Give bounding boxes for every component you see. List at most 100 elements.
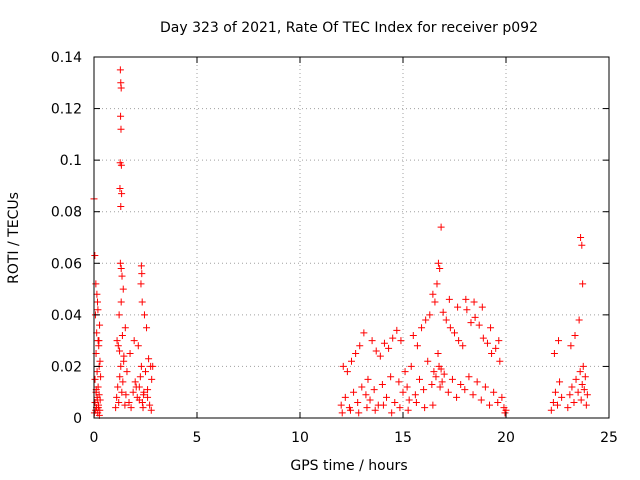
data-point: [118, 190, 126, 198]
data-point: [403, 383, 411, 391]
data-point: [95, 337, 103, 345]
data-point: [94, 298, 102, 306]
data-point: [126, 350, 134, 358]
data-point: [437, 223, 445, 231]
data-point: [581, 373, 589, 381]
data-point: [475, 321, 483, 329]
data-point: [404, 406, 412, 414]
y-tick-label: 0.06: [51, 256, 82, 272]
data-point: [551, 388, 559, 396]
data-point: [388, 409, 396, 417]
data-point: [121, 324, 129, 332]
data-point: [495, 337, 503, 345]
data-point: [395, 378, 403, 386]
data-point: [428, 380, 436, 388]
data-point: [442, 316, 450, 324]
data-point: [459, 342, 467, 350]
data-point: [346, 406, 354, 414]
data-point: [436, 264, 444, 272]
grid-lines: [94, 57, 609, 418]
data-point: [496, 357, 504, 365]
data-point: [91, 375, 99, 383]
data-point: [498, 393, 506, 401]
data-point: [461, 386, 469, 394]
data-point: [143, 324, 151, 332]
chart-title: Day 323 of 2021, Rate Of TEC Index for r…: [160, 20, 538, 36]
x-tick-label: 20: [497, 430, 515, 446]
data-point: [434, 259, 442, 267]
data-point: [122, 391, 130, 399]
data-point: [146, 401, 154, 409]
axis-ticks: [93, 56, 610, 419]
data-point: [148, 375, 156, 383]
data-point: [454, 303, 462, 311]
data-point: [136, 373, 144, 381]
y-axis-label: ROTI / TECUs: [6, 192, 22, 284]
data-point: [558, 393, 566, 401]
data-point: [478, 303, 486, 311]
data-point: [352, 350, 360, 358]
data-point: [368, 337, 376, 345]
x-tick-label: 10: [291, 430, 309, 446]
data-point: [371, 406, 379, 414]
data-point: [462, 295, 470, 303]
data-point: [429, 290, 437, 298]
data-point: [494, 399, 502, 407]
data-point: [93, 396, 101, 404]
data-point: [366, 396, 374, 404]
data-point: [356, 342, 364, 350]
data-point: [413, 342, 421, 350]
data-point: [117, 264, 125, 272]
data-point: [439, 308, 447, 316]
data-point: [140, 311, 148, 319]
data-point: [96, 357, 104, 365]
data-point: [429, 401, 437, 409]
data-point: [116, 259, 124, 267]
data-point: [127, 404, 135, 412]
data-point: [125, 399, 133, 407]
plot-frame: [93, 56, 610, 419]
data-point: [432, 373, 440, 381]
data-point: [455, 337, 463, 345]
data-point: [358, 383, 366, 391]
data-point: [438, 378, 446, 386]
x-tick-labels: 0 5 10 15 20 25: [90, 430, 618, 446]
data-point: [116, 185, 124, 193]
data-point: [113, 393, 121, 401]
data-point: [469, 391, 477, 399]
data-point: [372, 347, 380, 355]
data-point: [378, 380, 386, 388]
data-point: [430, 368, 438, 376]
data-point: [147, 362, 155, 370]
data-point: [114, 383, 122, 391]
data-point: [421, 404, 429, 412]
data-point: [583, 391, 591, 399]
data-point: [117, 161, 125, 169]
data-point: [490, 388, 498, 396]
data-point: [457, 380, 465, 388]
data-point: [412, 399, 420, 407]
data-point: [568, 383, 576, 391]
data-point: [393, 326, 401, 334]
data-point: [118, 388, 126, 396]
data-point: [578, 241, 586, 249]
data-point: [487, 324, 495, 332]
data-point: [117, 125, 125, 133]
data-point: [389, 334, 397, 342]
data-point: [97, 373, 105, 381]
data-point: [433, 280, 441, 288]
data-point: [436, 383, 444, 391]
data-point: [550, 350, 558, 358]
data-point: [579, 362, 587, 370]
data-point: [473, 378, 481, 386]
data-point: [575, 316, 583, 324]
data-point: [578, 380, 586, 388]
data-point: [95, 391, 103, 399]
data-point: [453, 393, 461, 401]
data-point: [483, 339, 491, 347]
data-point: [362, 391, 370, 399]
data-point: [465, 373, 473, 381]
data-point: [115, 311, 123, 319]
data-point: [354, 399, 362, 407]
data-point: [363, 404, 371, 412]
